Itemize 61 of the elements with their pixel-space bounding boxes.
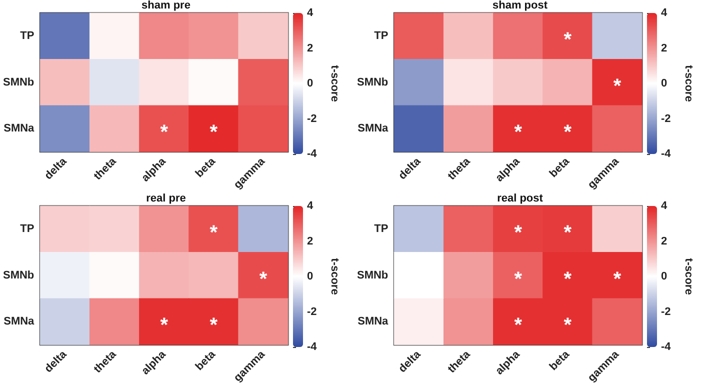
data-label: * bbox=[514, 122, 522, 144]
color-bar-label: -2 bbox=[661, 306, 671, 318]
color-bar-label: 2 bbox=[661, 235, 668, 248]
data-label: * bbox=[564, 122, 572, 144]
color-bar-label: -4 bbox=[307, 148, 318, 160]
color-bar-label: 0 bbox=[661, 270, 668, 282]
chart-title: real post bbox=[497, 192, 544, 204]
data-label: * bbox=[564, 314, 572, 337]
color-bar-label: 4 bbox=[307, 7, 314, 19]
y-tick-label: SMNa bbox=[358, 122, 390, 135]
color-bar-label: -4 bbox=[661, 341, 672, 353]
y-tick-label: TP bbox=[374, 223, 388, 236]
chart-title: sham post bbox=[492, 0, 548, 12]
color-bar-title: t-score bbox=[682, 258, 694, 295]
color-bar-label: 0 bbox=[661, 78, 668, 90]
data-label: * bbox=[564, 268, 572, 290]
y-tick-label: SMNa bbox=[4, 122, 36, 135]
color-bar-label: -4 bbox=[307, 341, 318, 353]
data-label: * bbox=[613, 75, 622, 98]
y-tick-label: TP bbox=[20, 223, 34, 236]
data-label: * bbox=[259, 268, 268, 290]
data-label: * bbox=[564, 222, 572, 244]
data-label: * bbox=[613, 268, 622, 290]
color-bar-label: 0 bbox=[307, 270, 314, 282]
color-bar-label: -2 bbox=[307, 112, 317, 125]
x-tick-label: beta bbox=[193, 154, 219, 180]
color-bar-label: 2 bbox=[307, 42, 314, 54]
chart-title: real pre bbox=[146, 192, 186, 204]
y-tick-label: SMNa bbox=[4, 316, 36, 328]
color-bar-label: 2 bbox=[661, 42, 668, 54]
color-bar-label: 0 bbox=[307, 78, 314, 90]
color-bar-label: -4 bbox=[661, 148, 672, 160]
color-bar-title: t-score bbox=[328, 258, 340, 295]
data-label: * bbox=[564, 29, 572, 52]
y-tick-label: SMNb bbox=[2, 269, 34, 282]
color-bar-label: 4 bbox=[661, 7, 668, 19]
data-label: * bbox=[210, 222, 218, 244]
data-label: * bbox=[514, 314, 522, 337]
y-tick-label: SMNb bbox=[356, 76, 388, 88]
y-tick-label: TP bbox=[20, 30, 34, 42]
data-label: * bbox=[210, 122, 218, 144]
color-bar-label: -2 bbox=[661, 112, 671, 125]
color-bar-title: t-score bbox=[328, 65, 340, 102]
data-label: * bbox=[160, 314, 168, 337]
color-bar-title: t-score bbox=[682, 65, 694, 102]
y-tick-label: TP bbox=[374, 30, 388, 42]
y-tick-label: SMNa bbox=[358, 316, 390, 328]
chart-title: sham pre bbox=[142, 0, 190, 12]
color-bar-label: -2 bbox=[307, 306, 317, 318]
color-bar-label: 4 bbox=[661, 200, 668, 212]
data-label: * bbox=[160, 122, 168, 144]
color-bar-label: 4 bbox=[307, 200, 314, 212]
x-tick-label: beta bbox=[547, 154, 573, 180]
y-tick-label: SMNb bbox=[356, 269, 388, 282]
data-label: * bbox=[514, 222, 522, 244]
color-bar-label: 2 bbox=[307, 235, 314, 248]
x-tick-label: beta bbox=[193, 348, 219, 373]
data-label: * bbox=[210, 314, 218, 337]
data-label: * bbox=[514, 268, 522, 290]
x-tick-label: beta bbox=[547, 348, 573, 373]
y-tick-label: SMNb bbox=[2, 76, 34, 88]
